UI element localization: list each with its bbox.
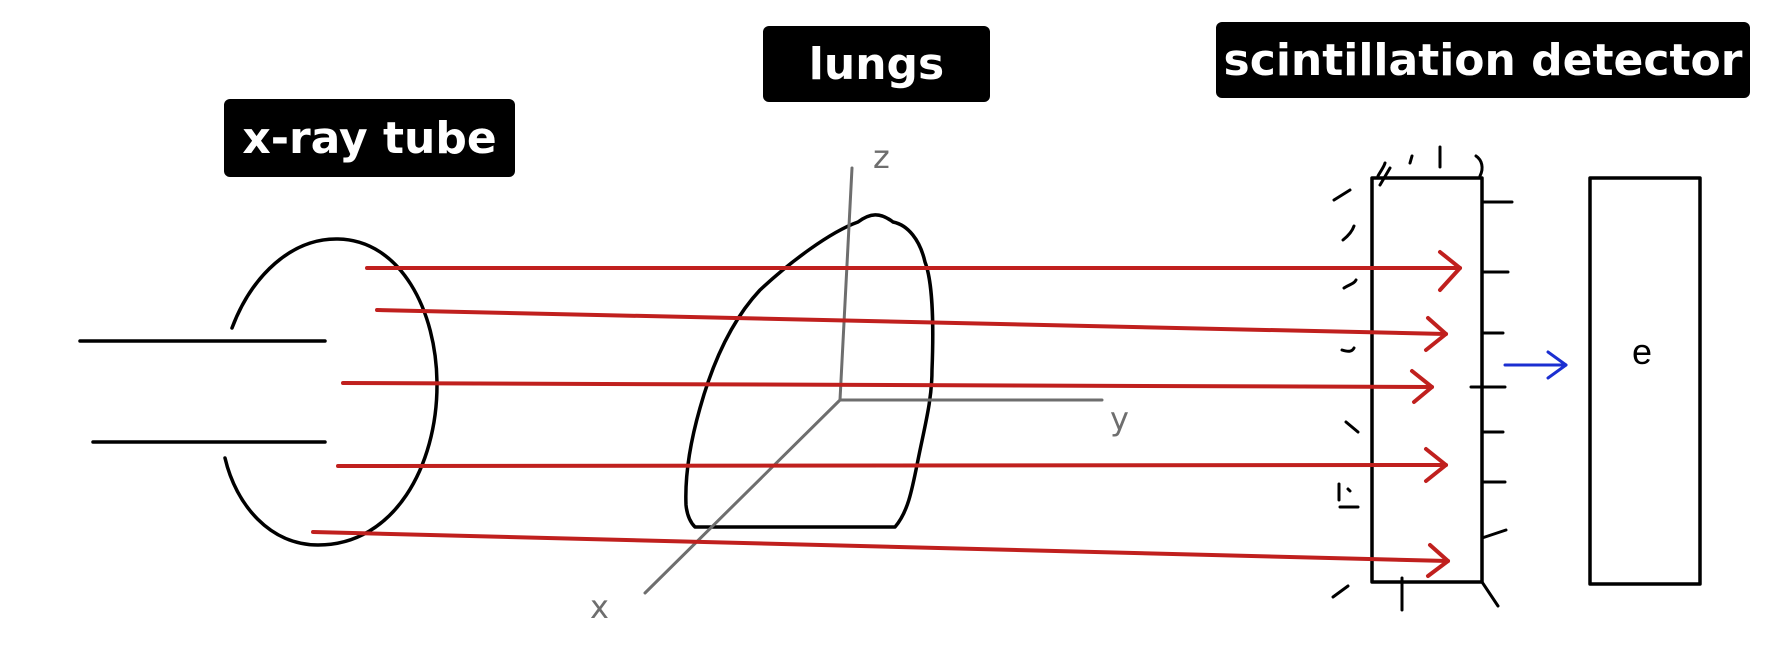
tube-ellipse — [223, 237, 439, 547]
detector-tick — [1344, 420, 1360, 434]
detector-label: scintillation detector — [1216, 22, 1750, 98]
lungs-outline — [684, 213, 935, 529]
detector-tick — [1474, 154, 1484, 178]
x-axis — [643, 398, 842, 595]
lungs-label: lungs — [763, 26, 990, 102]
detector-tick — [1332, 188, 1352, 202]
detector-rectangle — [1370, 176, 1484, 584]
detector-tick — [1378, 166, 1392, 187]
detector-tick — [1408, 154, 1414, 165]
xray-tube-label: x-ray tube — [224, 99, 515, 177]
z-axis-label: z — [873, 138, 890, 176]
coordinate-axes: z y x — [590, 138, 1129, 626]
detector-tick — [1331, 584, 1350, 599]
xray-tube — [78, 237, 439, 547]
detector-tick — [1346, 487, 1352, 493]
detector-tick — [1342, 278, 1358, 290]
detector-tick — [1340, 346, 1356, 353]
electronics-box: e — [1588, 176, 1702, 586]
beam-arrow — [365, 250, 1462, 292]
detector-tick — [1480, 580, 1500, 608]
z-axis — [838, 166, 854, 402]
electronics-rectangle — [1588, 176, 1702, 586]
electronics-letter: e — [1632, 331, 1652, 372]
detector-tick — [1376, 161, 1387, 178]
xray-beams — [311, 250, 1462, 578]
x-axis-label: x — [590, 588, 609, 626]
beam-arrow — [341, 369, 1434, 404]
detector-tick — [1480, 528, 1508, 540]
beam-arrow — [375, 308, 1448, 352]
scintillation-detector — [1331, 145, 1514, 612]
y-axis-label: y — [1110, 400, 1129, 438]
detector-tick — [1341, 224, 1356, 242]
beam-arrow — [311, 530, 1450, 578]
beam-arrow — [336, 447, 1448, 483]
signal-arrow — [1503, 350, 1568, 380]
